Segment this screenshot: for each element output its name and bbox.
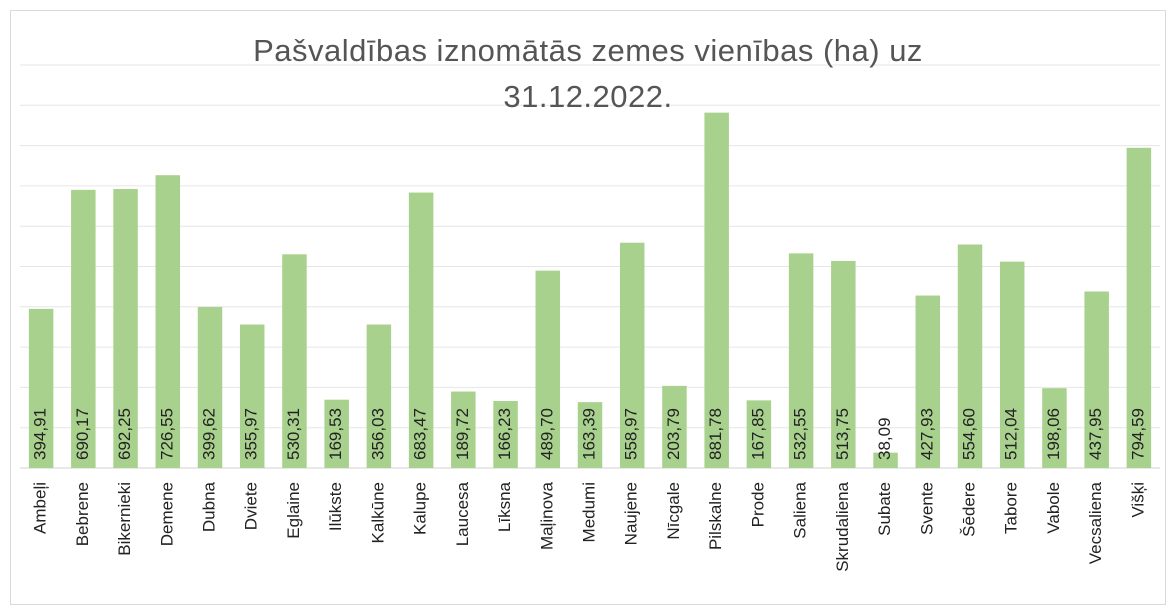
- data-label: 355,97: [242, 408, 261, 460]
- x-tick-label: Vecsaliena: [1086, 481, 1105, 564]
- bar: [577, 402, 603, 468]
- x-tick-label: Eglaine: [284, 482, 303, 539]
- bar: [113, 189, 138, 468]
- bar: [662, 385, 687, 468]
- bar: [619, 242, 645, 468]
- x-tick-label: Dubna: [199, 481, 218, 532]
- bar: [451, 391, 476, 468]
- data-label: 198,06: [1044, 408, 1063, 460]
- data-label: 489,70: [537, 408, 556, 460]
- bar: [1126, 147, 1152, 469]
- data-label: 692,25: [115, 408, 134, 460]
- x-tick-label: Skrudaliena: [833, 481, 852, 571]
- data-label: 38,09: [875, 417, 894, 460]
- data-label: 558,97: [622, 408, 641, 460]
- bar: [1042, 388, 1067, 468]
- bar: [28, 308, 54, 468]
- bar: [915, 295, 941, 468]
- data-label: 203,79: [664, 408, 683, 460]
- chart-title: Pašvaldības iznomātās zemes vienības (ha…: [253, 33, 923, 114]
- bar: [704, 112, 729, 468]
- data-label: 169,53: [326, 408, 345, 460]
- bar: [957, 244, 983, 468]
- bar: [282, 254, 307, 468]
- bar: [746, 400, 772, 468]
- data-label: 530,31: [284, 408, 303, 460]
- data-label: 532,55: [791, 408, 810, 460]
- bar: [408, 192, 434, 468]
- data-label: 554,60: [959, 408, 978, 460]
- x-tick-label: Kalupe: [411, 482, 430, 535]
- data-label: 513,75: [833, 408, 852, 460]
- x-tick-label: Subate: [875, 482, 894, 536]
- x-tick-label: Medumi: [579, 482, 598, 542]
- bar: [999, 261, 1025, 468]
- bar: [366, 324, 392, 468]
- data-label: 794,59: [1128, 408, 1147, 460]
- x-tick-label: Šēdere: [959, 482, 978, 537]
- x-tick-label: Svente: [917, 482, 936, 535]
- bar: [535, 270, 561, 468]
- bar: [239, 324, 265, 468]
- x-tick-label: Demene: [157, 482, 176, 546]
- x-tick-label: Pilskalne: [706, 482, 725, 550]
- x-tick-label: Dviete: [242, 482, 261, 530]
- bar: [71, 189, 96, 468]
- x-tick-label: Prode: [748, 482, 767, 527]
- x-tick-label: Višķi: [1128, 482, 1147, 518]
- x-tick-label: Maļinova: [537, 481, 556, 550]
- data-label: 189,72: [453, 408, 472, 460]
- data-label: 394,91: [31, 408, 50, 460]
- data-label: 437,95: [1086, 408, 1105, 460]
- data-label: 163,39: [579, 408, 598, 460]
- bar: [197, 306, 223, 468]
- x-tick-label: Tabore: [1002, 482, 1021, 534]
- x-tick-label: Naujene: [622, 482, 641, 545]
- data-label: 427,93: [917, 408, 936, 460]
- data-label: 166,23: [495, 408, 514, 460]
- bar: [873, 452, 898, 468]
- x-tick-label: Bikernieki: [115, 482, 134, 556]
- bar: [493, 401, 518, 468]
- bar: [1084, 291, 1109, 468]
- bar: [831, 260, 856, 468]
- data-label: 512,04: [1002, 408, 1021, 460]
- x-tick-label: Laucesa: [453, 481, 472, 546]
- data-label: 690,17: [73, 408, 92, 460]
- data-label: 356,03: [368, 408, 387, 460]
- x-tick-label: Bebrene: [73, 482, 92, 546]
- data-label: 683,47: [411, 408, 430, 460]
- data-label: 399,62: [199, 408, 218, 460]
- bar: [788, 253, 814, 468]
- bar: [324, 399, 349, 468]
- x-tick-label: Saliena: [791, 481, 810, 538]
- x-tick-label: Ilūkste: [326, 482, 345, 531]
- bar: [155, 175, 181, 468]
- x-tick-label: Līksna: [495, 481, 514, 532]
- data-label: 726,55: [157, 408, 176, 460]
- x-tick-label: Vabole: [1044, 482, 1063, 534]
- x-tick-label: Kalkūne: [368, 482, 387, 543]
- x-tick-label: Nīcgale: [664, 482, 683, 540]
- x-tick-label: Ambeļi: [31, 482, 50, 534]
- data-label: 881,78: [706, 408, 725, 460]
- data-label: 167,85: [748, 408, 767, 460]
